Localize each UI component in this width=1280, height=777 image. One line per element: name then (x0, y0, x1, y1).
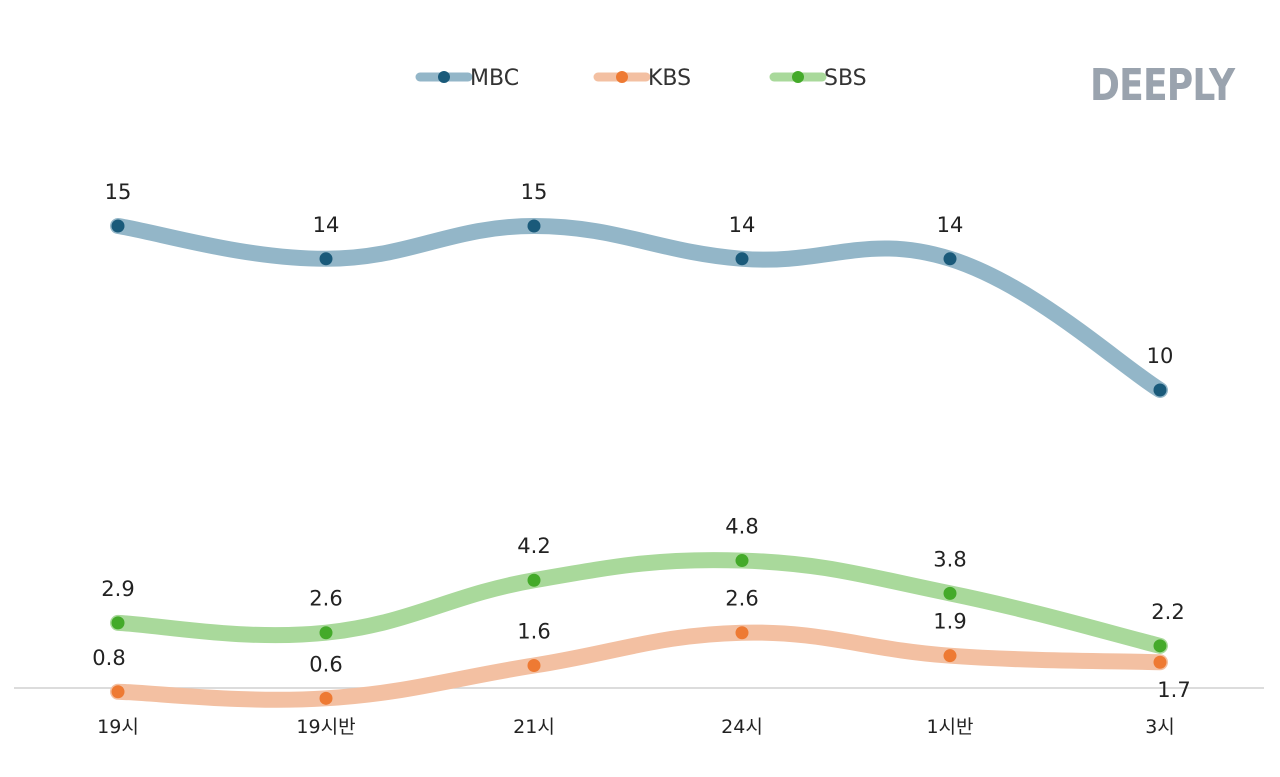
data-point-kbs (943, 649, 957, 663)
data-point-kbs (735, 626, 749, 640)
data-label-mbc: 14 (729, 213, 756, 237)
data-label-kbs: 1.7 (1157, 678, 1190, 702)
data-label-sbs: 2.9 (101, 577, 134, 601)
legend-label-mbc: MBC (470, 66, 519, 91)
data-label-mbc: 14 (937, 213, 964, 237)
series-line-kbs (110, 624, 1168, 708)
data-label-kbs: 1.6 (517, 620, 550, 644)
x-tick-label: 24시 (721, 716, 763, 738)
data-point-sbs (527, 573, 541, 587)
x-tick-label: 21시 (513, 716, 555, 738)
data-point-sbs (735, 554, 749, 568)
data-point-sbs (1153, 639, 1167, 653)
series-lines (110, 218, 1168, 708)
data-label-sbs: 4.2 (517, 534, 550, 558)
data-label-kbs: 0.8 (92, 646, 125, 670)
data-label-kbs: 1.9 (933, 610, 966, 634)
x-tick-labels: 19시 19시반 21시 24시 1시반 3시 (97, 716, 1175, 738)
data-label-kbs: 0.6 (309, 652, 342, 676)
x-tick-label: 19시반 (296, 716, 355, 738)
data-label-sbs: 2.2 (1151, 600, 1184, 624)
data-label-mbc: 15 (105, 180, 132, 204)
legend-label-kbs: KBS (648, 66, 691, 91)
data-point-kbs (527, 659, 541, 673)
chart-legend: MBC KBS SBS (415, 66, 867, 91)
series-line-sbs (110, 552, 1168, 654)
legend-swatch-dot (792, 71, 804, 83)
data-point-sbs (319, 626, 333, 640)
x-tick-label: 19시 (97, 716, 139, 738)
data-point-mbc (111, 219, 125, 233)
series-line-mbc (110, 218, 1168, 398)
data-point-kbs (111, 685, 125, 699)
data-point-kbs (319, 691, 333, 705)
legend-swatch-dot (438, 71, 450, 83)
data-point-sbs (111, 616, 125, 630)
data-point-kbs (1153, 655, 1167, 669)
data-label-kbs: 2.6 (725, 587, 758, 611)
brand-logo: DEEPLY (1090, 60, 1235, 111)
data-label-mbc: 15 (521, 180, 548, 204)
data-points (111, 219, 1167, 705)
data-point-mbc (527, 219, 541, 233)
data-point-mbc (1153, 383, 1167, 397)
x-tick-label: 3시 (1145, 716, 1175, 738)
legend-label-sbs: SBS (824, 66, 867, 91)
data-point-sbs (943, 586, 957, 600)
data-label-sbs: 3.8 (933, 547, 966, 571)
data-point-mbc (735, 252, 749, 266)
x-tick-label: 1시반 (926, 716, 973, 738)
data-label-sbs: 4.8 (725, 515, 758, 539)
data-label-mbc: 10 (1147, 344, 1174, 368)
data-point-mbc (943, 252, 957, 266)
data-labels: 15 14 15 14 14 10 0.8 0.6 1.6 2.6 1.9 1.7 2.9 2.6 4.2 4… (92, 180, 1190, 702)
data-point-mbc (319, 252, 333, 266)
data-label-sbs: 2.6 (309, 587, 342, 611)
data-label-mbc: 14 (313, 213, 340, 237)
legend-swatch-dot (616, 71, 628, 83)
